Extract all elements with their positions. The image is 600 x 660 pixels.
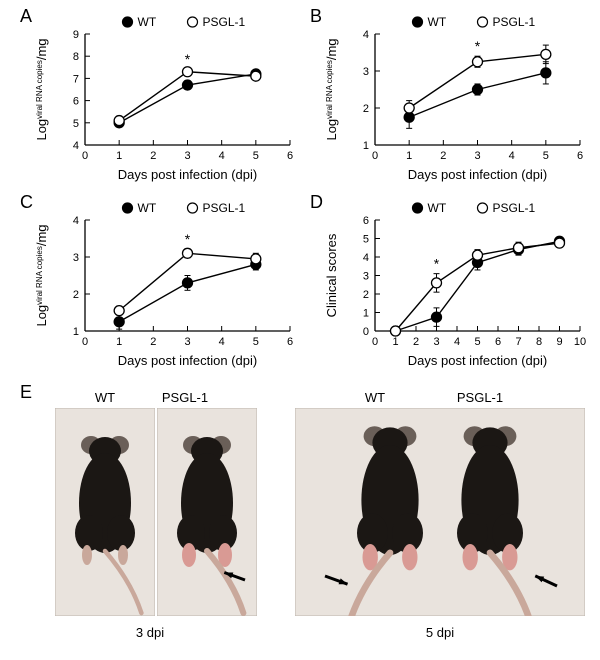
- svg-text:5: 5: [363, 234, 369, 246]
- svg-text:1: 1: [406, 150, 412, 162]
- svg-text:4: 4: [73, 215, 79, 227]
- svg-text:3: 3: [363, 271, 369, 283]
- svg-text:8: 8: [536, 336, 542, 348]
- svg-text:6: 6: [495, 336, 501, 348]
- svg-text:4: 4: [219, 150, 225, 162]
- svg-text:4: 4: [219, 336, 225, 348]
- svg-text:3: 3: [474, 150, 480, 162]
- svg-text:WT: WT: [428, 15, 447, 29]
- svg-text:4: 4: [363, 252, 369, 264]
- svg-text:Clinical scores: Clinical scores: [324, 233, 339, 317]
- chart-b: 01234561234Days post infection (dpi)Logv…: [320, 10, 590, 185]
- svg-text:*: *: [475, 38, 481, 54]
- svg-text:5: 5: [253, 150, 259, 162]
- svg-text:Days post infection (dpi): Days post infection (dpi): [408, 353, 547, 368]
- svg-text:*: *: [434, 256, 440, 272]
- photo-psgl-label-2: PSGL-1: [445, 390, 515, 405]
- svg-text:3: 3: [73, 252, 79, 264]
- svg-text:6: 6: [287, 150, 293, 162]
- svg-text:1: 1: [363, 140, 369, 152]
- svg-text:6: 6: [577, 150, 583, 162]
- svg-text:5: 5: [543, 150, 549, 162]
- svg-text:0: 0: [372, 336, 378, 348]
- svg-text:4: 4: [509, 150, 515, 162]
- svg-text:2: 2: [440, 150, 446, 162]
- svg-text:5: 5: [73, 118, 79, 130]
- svg-text:Logviral RNA copies/mg: Logviral RNA copies/mg: [34, 38, 49, 140]
- svg-text:10: 10: [574, 336, 586, 348]
- svg-text:2: 2: [413, 336, 419, 348]
- photo-wt-label-1: WT: [75, 390, 135, 405]
- svg-text:Days post infection (dpi): Days post infection (dpi): [118, 353, 257, 368]
- svg-text:7: 7: [73, 73, 79, 85]
- svg-text:1: 1: [116, 150, 122, 162]
- chart-a: 0 1 2 3 4 5 6 4 5 6 7 8 9 Days post infection (dpi) Lo…: [30, 10, 300, 185]
- svg-text:8: 8: [73, 51, 79, 63]
- svg-text:*: *: [185, 231, 191, 247]
- svg-text:4: 4: [454, 336, 460, 348]
- mouse-photo-5dpi: [295, 408, 585, 616]
- svg-text:0: 0: [363, 326, 369, 338]
- svg-text:Days post infection (dpi): Days post infection (dpi): [408, 167, 547, 182]
- svg-text:0: 0: [82, 150, 88, 162]
- svg-text:WT: WT: [138, 201, 157, 215]
- svg-text:PSGL-1: PSGL-1: [493, 201, 536, 215]
- svg-text:1: 1: [73, 326, 79, 338]
- svg-text:6: 6: [363, 215, 369, 227]
- chart-c: 01234561234Days post infection (dpi)Logv…: [30, 196, 300, 371]
- svg-text:2: 2: [363, 289, 369, 301]
- photo-psgl-label-1: PSGL-1: [150, 390, 220, 405]
- svg-text:5: 5: [474, 336, 480, 348]
- svg-text:3: 3: [184, 150, 190, 162]
- photo-wt-label-2: WT: [345, 390, 405, 405]
- chart-d: 0 1 2 3 4 5 6 7 8 9 10 0 1 2 3 4 5 6 Days post infection (…: [320, 196, 590, 371]
- svg-text:1: 1: [392, 336, 398, 348]
- svg-text:2: 2: [150, 150, 156, 162]
- svg-text:2: 2: [363, 103, 369, 115]
- svg-text:4: 4: [73, 140, 79, 152]
- svg-text:9: 9: [73, 29, 79, 41]
- svg-text:6: 6: [73, 96, 79, 108]
- svg-text:6: 6: [287, 336, 293, 348]
- svg-text:WT: WT: [138, 15, 157, 29]
- svg-text:3: 3: [433, 336, 439, 348]
- svg-text:3: 3: [184, 336, 190, 348]
- svg-text:PSGL-1: PSGL-1: [203, 15, 246, 29]
- svg-text:3: 3: [363, 66, 369, 78]
- svg-text:7: 7: [515, 336, 521, 348]
- svg-text:*: *: [185, 51, 191, 67]
- svg-text:PSGL-1: PSGL-1: [203, 201, 246, 215]
- svg-text:1: 1: [363, 308, 369, 320]
- mouse-photo-wt-3dpi: [55, 408, 155, 616]
- svg-text:5: 5: [253, 336, 259, 348]
- svg-text:WT: WT: [428, 201, 447, 215]
- svg-text:4: 4: [363, 29, 369, 41]
- svg-text:0: 0: [82, 336, 88, 348]
- svg-text:PSGL-1: PSGL-1: [493, 15, 536, 29]
- svg-text:2: 2: [150, 336, 156, 348]
- dpi-label-3: 3 dpi: [120, 625, 180, 640]
- svg-text:Days post infection (dpi): Days post infection (dpi): [118, 167, 257, 182]
- svg-text:9: 9: [556, 336, 562, 348]
- svg-text:0: 0: [372, 150, 378, 162]
- panel-label-e: E: [20, 382, 32, 403]
- mouse-photo-psgl-3dpi: [157, 408, 257, 616]
- figure-root: A 0123456456789Days post infection (dpi)…: [0, 0, 600, 660]
- dpi-label-5: 5 dpi: [410, 625, 470, 640]
- svg-text:2: 2: [73, 289, 79, 301]
- svg-text:Logviral RNA copies/mg: Logviral RNA copies/mg: [34, 224, 49, 326]
- svg-text:1: 1: [116, 336, 122, 348]
- svg-text:Logviral RNA copies/mg: Logviral RNA copies/mg: [324, 38, 339, 140]
